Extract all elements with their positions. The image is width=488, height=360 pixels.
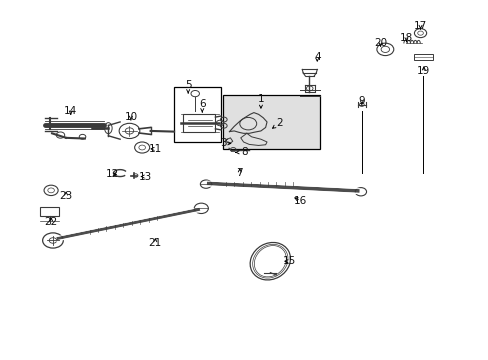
Bar (223, 95, 319, 149)
Text: 13: 13 (138, 172, 151, 181)
Text: 1: 1 (257, 94, 264, 108)
Text: 22: 22 (44, 217, 58, 227)
Text: 21: 21 (148, 238, 162, 248)
Text: 2: 2 (272, 118, 283, 128)
Bar (414, 54, 432, 60)
Text: 16: 16 (294, 196, 307, 206)
Text: 14: 14 (64, 106, 77, 116)
Text: 8: 8 (235, 147, 247, 157)
Text: 7: 7 (236, 168, 243, 178)
Text: 17: 17 (413, 21, 427, 31)
Text: 23: 23 (60, 191, 73, 201)
Bar (174, 87, 221, 142)
Bar (183, 114, 215, 132)
Text: 19: 19 (416, 66, 429, 76)
Text: 3: 3 (220, 138, 230, 148)
Bar (40, 207, 59, 216)
Text: 6: 6 (199, 99, 205, 112)
Text: 18: 18 (399, 33, 412, 43)
Text: 5: 5 (184, 80, 191, 93)
Text: 10: 10 (124, 112, 137, 122)
Text: 4: 4 (313, 52, 320, 62)
Text: 12: 12 (105, 170, 119, 180)
Text: 11: 11 (148, 144, 162, 154)
Text: 9: 9 (358, 96, 365, 106)
Text: 20: 20 (373, 39, 386, 49)
Text: 15: 15 (282, 256, 295, 266)
